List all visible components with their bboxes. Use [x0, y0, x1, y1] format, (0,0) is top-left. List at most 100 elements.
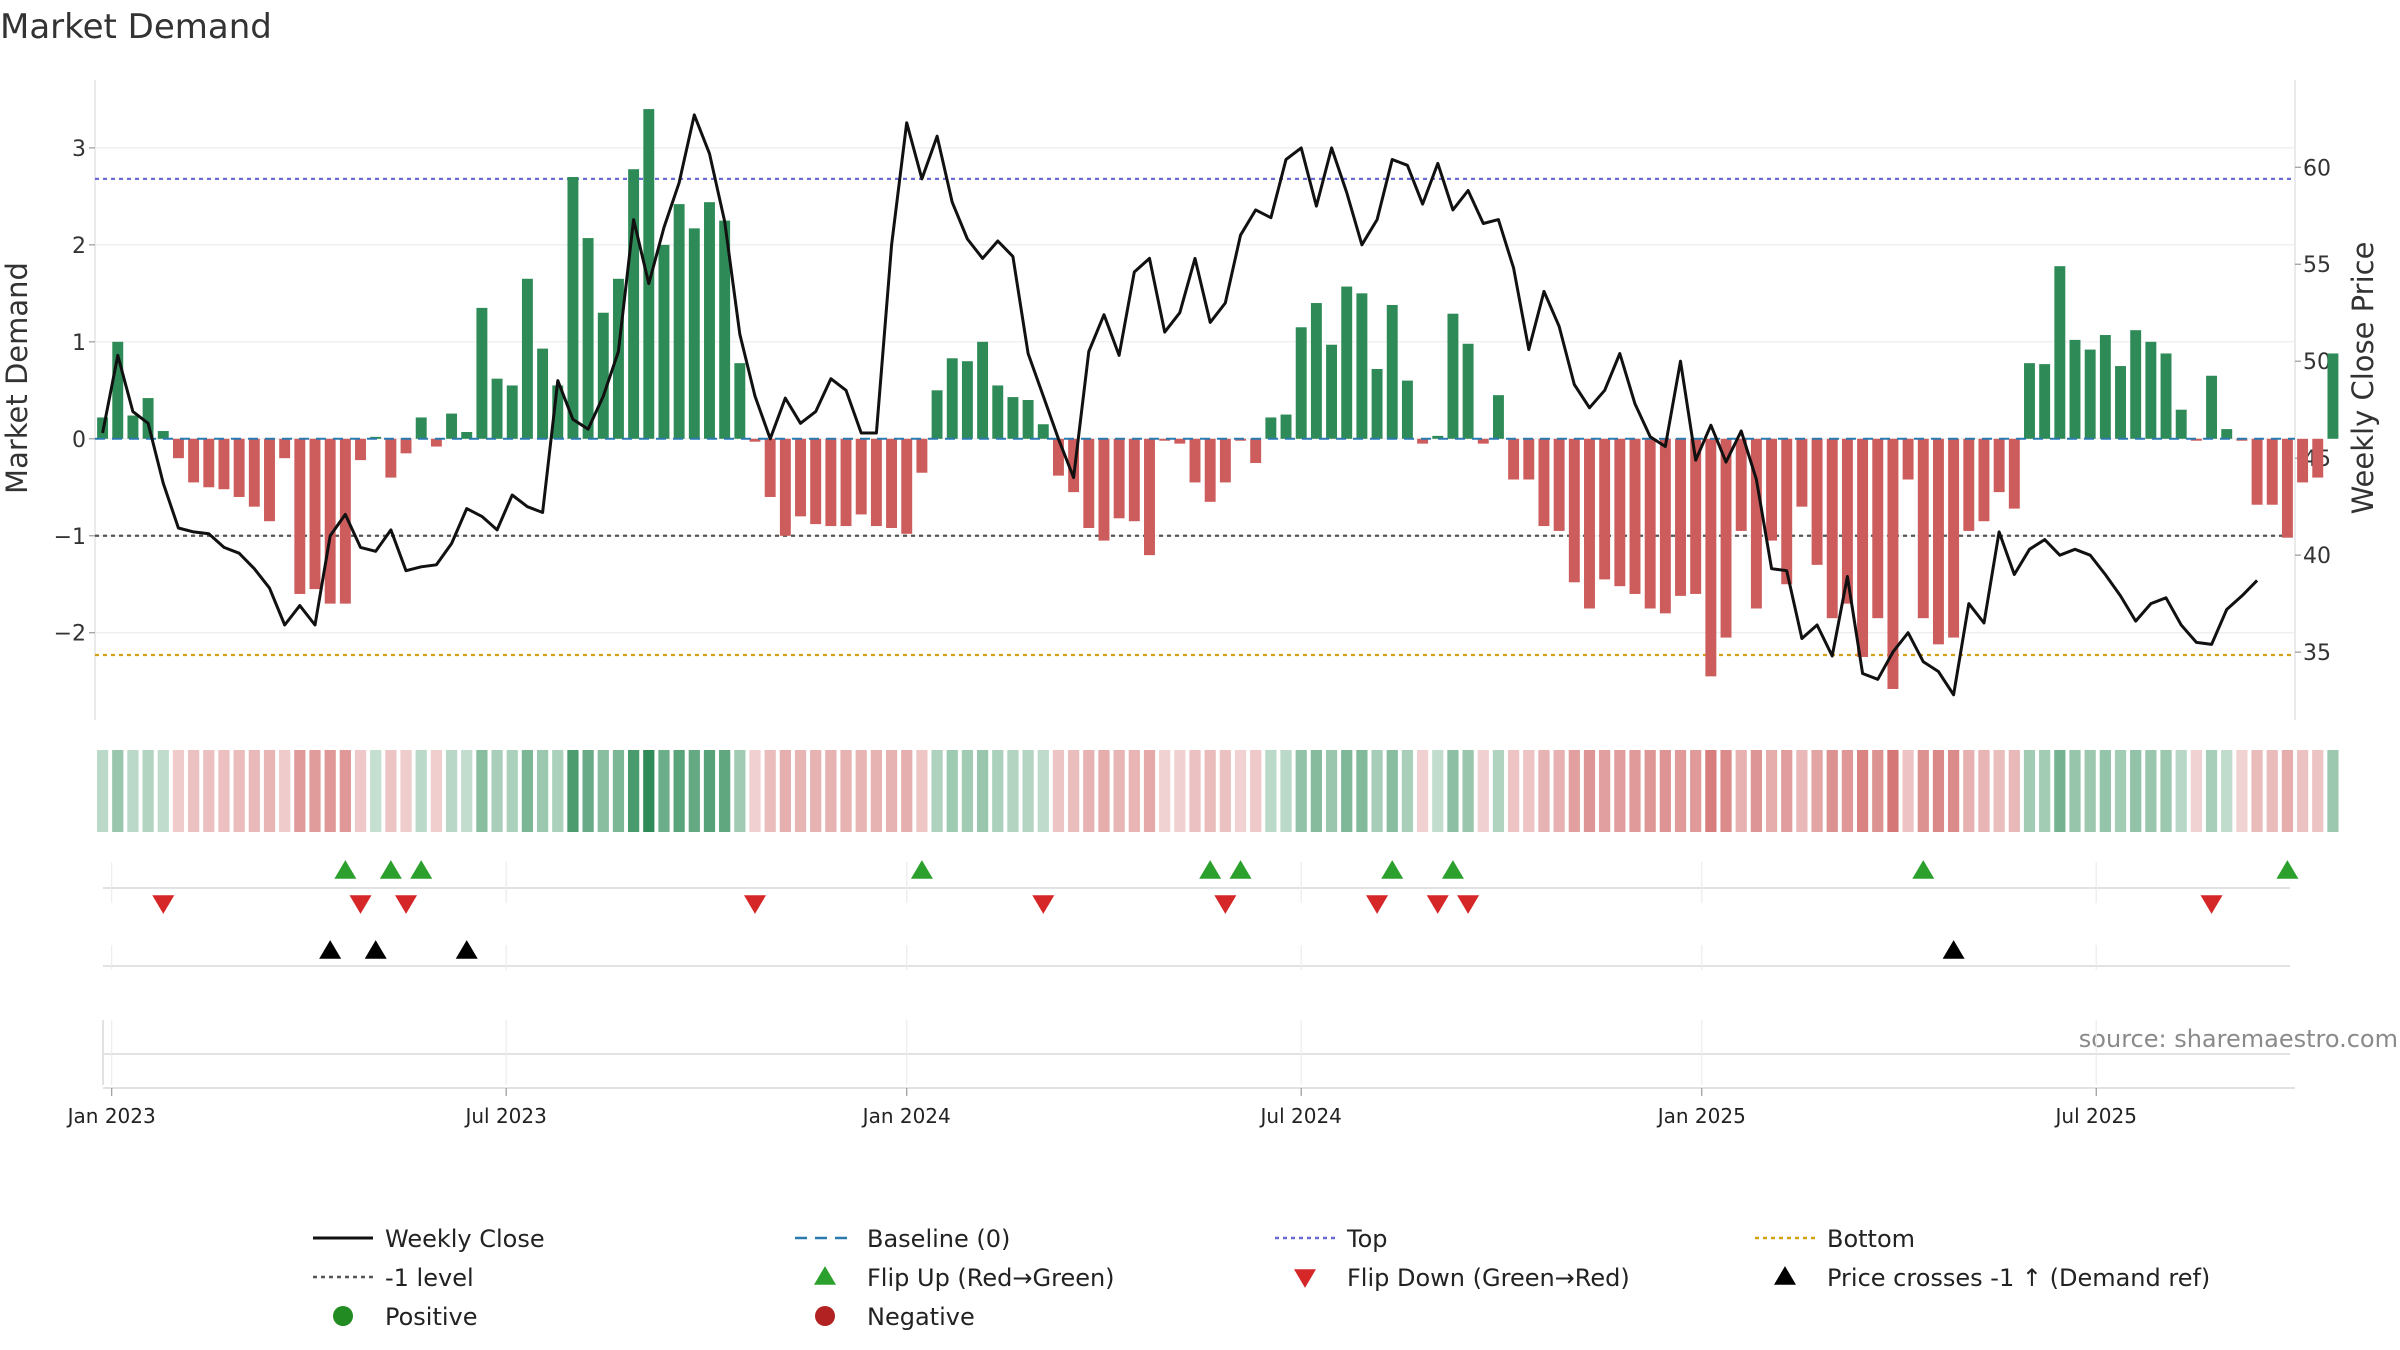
heat-strip-cell — [2054, 750, 2066, 832]
y-tick-label-left: 3 — [72, 137, 86, 162]
heat-strip-cell — [2130, 750, 2142, 832]
heat-strip-cell — [1902, 750, 1914, 832]
x-axis: Jan 2023 Jul 2023 Jan 2024 Jul 2024 Jan 2025… — [66, 1020, 2295, 1128]
heat-strip-cell — [946, 750, 958, 832]
heat-strip-cell — [279, 750, 291, 832]
heat-strip-cell — [263, 750, 276, 832]
demand-bar — [1902, 438, 1914, 480]
demand-bar — [1963, 438, 1975, 531]
heat-strip-cell — [1856, 750, 1869, 832]
demand-bar — [264, 438, 275, 522]
heat-strip-cell — [931, 750, 943, 832]
heat-strip-cell — [688, 750, 700, 832]
heat-strip-cell — [1386, 750, 1398, 832]
heat-strip-cell — [2281, 750, 2294, 832]
heat-strip-cell — [2114, 750, 2127, 832]
flip-down-marker — [395, 895, 418, 914]
demand-bar — [1705, 438, 1717, 677]
demand-bar — [1341, 286, 1353, 439]
demand-bar — [2175, 409, 2187, 439]
heat-strip-cell — [2099, 750, 2111, 832]
demand-bar — [1144, 438, 1155, 556]
demand-bar — [704, 202, 715, 439]
flip-up-marker — [1381, 860, 1404, 879]
demand-bar — [749, 438, 761, 442]
heat-strip-cell — [916, 750, 928, 832]
flip-up-marker — [334, 860, 357, 879]
demand-bar — [506, 385, 518, 439]
demand-bar — [1872, 438, 1884, 619]
heat-strip-cell — [2251, 750, 2263, 832]
demand-bar — [2251, 438, 2263, 505]
heat-strip-cell — [719, 750, 731, 832]
heat-strip-cell — [1826, 750, 1838, 832]
demand-bar — [1219, 438, 1231, 483]
demand-bar — [1250, 438, 1262, 464]
heat-strip-cell — [385, 750, 397, 832]
demand-bar — [2054, 266, 2066, 439]
demand-bar — [127, 415, 139, 439]
demand-bar — [764, 438, 776, 497]
flip-up-marker — [1441, 860, 1464, 879]
demand-bar — [1857, 438, 1869, 657]
demand-bar — [2266, 438, 2278, 505]
heat-strip-cell — [400, 750, 412, 832]
demand-bar — [2039, 364, 2051, 439]
demand-bar — [309, 438, 321, 590]
heat-strip-cell — [658, 750, 670, 832]
heat-strip-cell — [1993, 750, 2005, 832]
demand-bar — [1174, 438, 1186, 444]
heat-strip-cell — [2190, 750, 2202, 832]
heat-strip-cell — [1720, 750, 1732, 832]
demand-bar — [795, 438, 806, 517]
demand-bar — [1826, 438, 1838, 619]
demand-bar — [1265, 417, 1277, 439]
demand-bar — [1462, 343, 1474, 439]
heat-strip-cell — [233, 750, 245, 832]
demand-bar — [172, 438, 184, 459]
demand-bar — [931, 390, 943, 439]
heat-strip-cell — [1341, 750, 1353, 832]
demand-bar — [294, 438, 306, 594]
demand-bar — [2327, 353, 2339, 439]
demand-bar — [324, 438, 336, 604]
demand-bar — [1523, 438, 1535, 480]
heat-strip-cell — [157, 750, 169, 832]
flip-up-marker — [2276, 860, 2299, 879]
demand-bar — [2221, 429, 2233, 439]
heat-strip-cell — [1159, 750, 1171, 832]
demand-heat-strip — [96, 750, 2339, 832]
legend-swatch-triangle-down — [1294, 1269, 1316, 1288]
flip-down-marker — [1214, 895, 1237, 914]
heat-strip-cell — [1523, 750, 1535, 832]
demand-bar — [1204, 438, 1216, 502]
demand-bar — [279, 438, 291, 459]
demand-bar — [1553, 438, 1565, 531]
heat-strip-cell — [1705, 750, 1717, 832]
legend-item: Flip Down (Green→Red) — [1294, 1264, 1630, 1292]
heat-strip-cell — [309, 750, 321, 832]
heat-strip-cell — [885, 750, 898, 832]
heat-strip-cell — [2312, 750, 2324, 832]
demand-bar — [203, 438, 215, 488]
y-tick-label-left: −1 — [54, 525, 86, 550]
heat-strip-cell — [218, 750, 230, 832]
y-tick-label-right: 55 — [2303, 253, 2331, 278]
heat-strip-cell — [476, 750, 488, 832]
demand-bar — [977, 341, 989, 439]
demand-bar — [1644, 438, 1656, 609]
heat-strip-cell — [1932, 750, 1945, 832]
main-panel: −2−10123354045505560 — [54, 80, 2339, 720]
x-tick-label: Jan 2023 — [66, 1104, 156, 1128]
x-tick-label: Jul 2025 — [2054, 1104, 2137, 1128]
flip-down-marker — [1457, 895, 1480, 914]
legend-item: Negative — [815, 1303, 975, 1331]
heat-strip-cell — [2175, 750, 2187, 832]
demand-bar — [218, 438, 230, 490]
heat-strip-cell — [339, 750, 351, 832]
demand-bar — [1386, 304, 1398, 439]
heat-strip-cell — [2008, 750, 2020, 832]
legend-label: Flip Down (Green→Red) — [1347, 1264, 1630, 1292]
demand-bar — [1295, 327, 1307, 439]
demand-bar — [1796, 438, 1808, 507]
